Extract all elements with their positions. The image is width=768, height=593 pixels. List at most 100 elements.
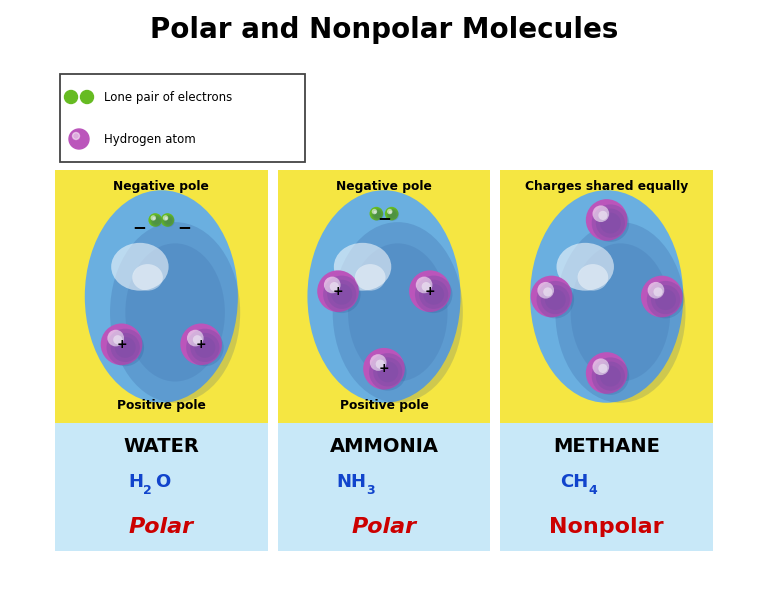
Circle shape [153,218,160,224]
Ellipse shape [334,243,391,291]
Ellipse shape [571,243,670,381]
Circle shape [600,213,621,234]
Circle shape [545,289,566,310]
Text: Lone pair of electrons: Lone pair of electrons [104,91,232,104]
Circle shape [180,323,222,365]
Circle shape [111,333,140,362]
Text: H: H [128,473,144,491]
Text: CH4: CH4 [586,478,627,496]
Text: METHANE: METHANE [553,438,660,457]
Circle shape [600,366,621,387]
FancyBboxPatch shape [60,74,305,162]
Circle shape [101,323,142,365]
Circle shape [598,364,607,373]
Circle shape [370,354,386,371]
Circle shape [363,348,405,390]
Text: 4: 4 [588,484,598,497]
FancyBboxPatch shape [278,423,490,551]
Circle shape [591,358,629,395]
Circle shape [164,216,174,226]
Circle shape [651,285,680,314]
Text: NH3: NH3 [362,478,406,496]
Circle shape [537,281,574,318]
Text: Positive pole: Positive pole [339,400,429,413]
Circle shape [324,276,340,294]
Circle shape [376,359,385,369]
Ellipse shape [555,222,686,403]
Circle shape [596,362,625,391]
Circle shape [531,276,572,317]
Text: Hydrogen atom: Hydrogen atom [104,132,196,145]
Circle shape [422,282,431,291]
FancyBboxPatch shape [55,170,268,423]
Circle shape [423,284,444,305]
Circle shape [389,211,392,213]
Circle shape [415,276,432,294]
Circle shape [317,270,359,312]
Text: Polar: Polar [129,517,194,537]
Text: +: + [379,362,389,375]
Circle shape [388,210,398,219]
Circle shape [186,329,223,366]
Circle shape [591,205,629,242]
Text: WATER: WATER [124,438,199,457]
Circle shape [374,211,381,218]
Circle shape [387,209,392,214]
Ellipse shape [125,243,225,381]
Circle shape [323,276,360,313]
Text: H2O: H2O [140,478,183,496]
Text: +: + [116,338,127,351]
Circle shape [151,215,156,221]
Circle shape [163,215,175,227]
Circle shape [187,330,204,346]
Circle shape [592,358,609,375]
Text: AMMONIA: AMMONIA [329,438,439,457]
Ellipse shape [578,264,608,291]
Circle shape [81,91,94,104]
Text: −: − [377,209,391,227]
Circle shape [190,333,220,362]
Text: +: + [333,285,343,298]
Circle shape [538,282,554,299]
FancyBboxPatch shape [500,423,713,551]
Text: O: O [155,473,170,491]
Text: Nonpolar: Nonpolar [549,517,664,537]
Circle shape [372,209,384,221]
Ellipse shape [307,190,461,403]
Circle shape [329,282,339,291]
Ellipse shape [557,243,614,291]
Ellipse shape [355,264,386,291]
Text: Polar: Polar [352,517,416,537]
Circle shape [113,335,122,345]
Circle shape [586,352,627,394]
Circle shape [107,329,144,366]
Circle shape [153,217,155,220]
Circle shape [598,211,607,220]
FancyBboxPatch shape [278,170,490,423]
Circle shape [419,280,449,309]
Circle shape [115,337,136,358]
Circle shape [165,218,172,224]
Circle shape [72,132,80,139]
Ellipse shape [530,190,684,403]
Circle shape [327,280,356,309]
Text: Positive pole: Positive pole [117,400,206,413]
FancyBboxPatch shape [500,170,713,423]
Text: −: − [177,218,190,237]
Ellipse shape [84,190,238,403]
Text: Charges shared equally: Charges shared equally [525,180,688,193]
Ellipse shape [348,243,448,381]
Ellipse shape [110,222,240,403]
Circle shape [541,285,570,314]
Text: Polar and Nonpolar Molecules: Polar and Nonpolar Molecules [150,16,618,44]
Text: +: + [196,338,207,351]
Circle shape [193,335,202,345]
Circle shape [389,211,396,218]
Circle shape [647,282,664,299]
Text: NH: NH [336,473,366,491]
Circle shape [373,358,402,387]
Ellipse shape [333,222,463,403]
Circle shape [148,213,162,227]
Circle shape [377,362,398,382]
Ellipse shape [111,243,169,291]
